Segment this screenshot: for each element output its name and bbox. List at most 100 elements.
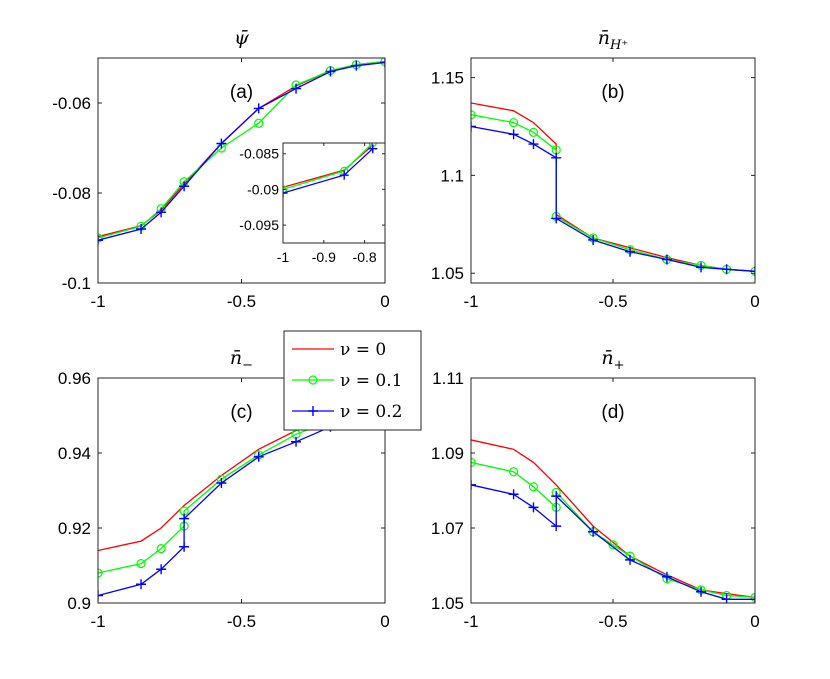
panel-a-inset-series-group: [283, 143, 378, 198]
panel-d-series-1-line: [471, 461, 755, 599]
legend-marker-1: [308, 375, 318, 385]
panel-b-series-2-point: [661, 254, 672, 265]
panel-c-series-1-point: [136, 559, 146, 569]
panel-a-series-1-point: [380, 58, 385, 67]
panel-d-series-2-point: [528, 502, 539, 513]
panel-a-inset-series-2-point: [283, 188, 288, 198]
panel-c-ytick-label: 0.94: [58, 444, 91, 463]
panel-a-series-1-point: [254, 118, 264, 128]
legend-marker-2: [308, 406, 318, 416]
panel-b-series-2-point: [750, 266, 755, 277]
panel-c-series-1-point: [156, 544, 166, 554]
panel-b-label: (b): [601, 82, 624, 103]
panel-a-series-2-point: [179, 181, 190, 192]
panel-c-series-2-point: [156, 564, 167, 575]
panel-c-ytick-label: 0.92: [58, 519, 91, 538]
panel-d-series-2-point: [661, 571, 672, 582]
panel-c-series-1-point: [98, 568, 103, 578]
panel-a-inset-ytick-label: -0.095: [239, 217, 279, 233]
panel-d-label: (d): [601, 402, 624, 423]
panel-a-inset-series-2-point: [339, 170, 349, 180]
panel-d-series-1-point: [608, 540, 618, 550]
panel-d-series-group: [471, 439, 755, 603]
panel-a-series-2-point: [136, 224, 147, 234]
panel-d-series-2-point: [508, 489, 519, 500]
panel-b-series-1-point: [471, 110, 476, 120]
panel-a-inset-frame: [282, 142, 386, 244]
panel-a-series-2-line: [98, 61, 385, 241]
panel-b-ytick-label: 1.15: [431, 69, 464, 88]
panel-c-series-2-point: [216, 478, 227, 488]
panel-d-xtick-label: -0.5: [598, 612, 627, 631]
panel-a-inset-axes: -1 -0.9 -0.8 -0.095 -0.09 -0.085: [239, 142, 386, 265]
panel-a-inset-background: [283, 143, 385, 243]
panel-a-title: ψ̄: [234, 27, 250, 49]
panel-c-axes: -1 -0.5 0 0.9 0.92 0.94 0.96 n̄− (c): [58, 347, 390, 631]
panel-c-series-2-point: [179, 513, 190, 524]
panel-a-series-2-point: [351, 60, 362, 71]
panel-c-title: n̄−: [230, 347, 253, 373]
panel-a-inset-xtick-label: -0.8: [353, 249, 377, 265]
panel-b-xtick-label: -0.5: [598, 292, 627, 311]
panel-c-series-2-point: [136, 579, 147, 590]
panel-d-ytick-label: 1.09: [431, 444, 464, 463]
legend: ν = 0 ν = 0.1 ν = 0.2: [283, 330, 422, 431]
panel-d-axes: -1 -0.5 0 1.05 1.07 1.09 1.11 n̄+ (d): [431, 347, 760, 631]
panel-a-xtick-label: -0.5: [227, 292, 256, 311]
panel-b-axes: -1 -0.5 0 1.05 1.1 1.15 n̄H⁺ (b): [431, 27, 760, 311]
panel-d-series-1-point: [528, 482, 539, 492]
panel-b-title: n̄H⁺: [598, 27, 628, 53]
panel-c-series-2-point: [98, 590, 103, 601]
panel-b-series-2-point: [471, 121, 476, 132]
panel-d-series-2-point: [750, 594, 755, 603]
panel-a-xtick-label: 0: [380, 292, 389, 311]
panel-c-series-0-line: [98, 416, 331, 552]
panel-b-series-2-point: [551, 152, 562, 163]
panel-a-series-2-point: [216, 138, 227, 149]
panel-b-series-2-point: [696, 262, 707, 273]
panel-d-xtick-label: 0: [750, 612, 759, 631]
panel-a-inset-ytick-label: -0.085: [239, 146, 279, 162]
panel-b-series-2-point: [721, 264, 732, 275]
panel-a-series-1-point: [98, 233, 103, 243]
panel-c-title-subscript: −: [242, 358, 253, 373]
panel-b-series-2-point: [551, 213, 562, 224]
panel-b-xtick-label: 0: [750, 292, 759, 311]
panel-b-series-2-point: [508, 129, 519, 140]
panel-c-series-1-line: [98, 420, 331, 574]
panel-d-series-2-point: [551, 491, 562, 502]
panel-b-series-1-point: [528, 127, 539, 137]
panel-c-xtick-label: 0: [380, 612, 389, 631]
panel-a-label: (a): [230, 82, 253, 103]
panel-b-series-group: [471, 102, 755, 277]
panel-a-series-2-point: [156, 207, 167, 218]
panel-a-ytick-label: -0.06: [52, 94, 91, 113]
panel-a-series-2-point: [380, 58, 385, 68]
panel-a-series-2-point: [98, 235, 103, 246]
panel-a-inset-xtick-label: -0.9: [312, 249, 336, 265]
legend-label-2: ν = 0.2: [340, 402, 402, 422]
panel-b-series-2-point: [528, 139, 539, 150]
panel-a-series-group: [98, 58, 385, 246]
legend-label-0: ν = 0: [340, 340, 386, 360]
panel-a-inset-series-2-point: [368, 144, 378, 154]
panel-b-series-2-line: [471, 125, 755, 272]
panel-c-xtick-label: -0.5: [227, 612, 256, 631]
panel-a-inset-ytick-label: -0.09: [247, 181, 279, 197]
panel-d-series-1-point: [508, 467, 519, 477]
panel-b-title-subscript: H⁺: [609, 38, 628, 53]
panel-b-series-1-point: [508, 117, 519, 128]
panel-a-ytick-label: -0.08: [52, 184, 91, 203]
panel-b-xtick-label: -1: [463, 292, 478, 311]
panel-c-ytick-label: 0.96: [58, 369, 91, 388]
panel-c-series-group: [98, 416, 336, 601]
panel-d-title: n̄+: [601, 347, 624, 373]
panel-b-series-2-point: [588, 234, 599, 245]
panel-d-title-subscript: +: [614, 358, 625, 373]
panel-d-series-2-point: [696, 586, 707, 597]
panel-b-ytick-label: 1.1: [440, 166, 464, 185]
panel-d-series-1-point: [750, 592, 755, 602]
panel-a-series-2-point: [291, 83, 302, 94]
legend-label-1: ν = 0.1: [340, 371, 402, 391]
